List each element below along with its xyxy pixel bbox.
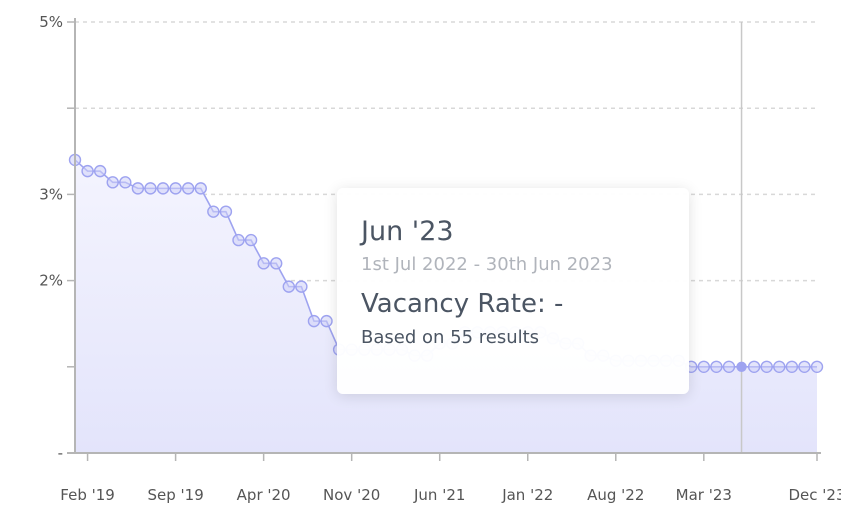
data-point[interactable]: [736, 361, 747, 372]
x-tick-label: Jun '21: [413, 486, 465, 504]
tooltip-period: 1st Jul 2022 - 30th Jun 2023: [361, 254, 613, 275]
y-tick-label: 3%: [39, 185, 63, 203]
data-point[interactable]: [156, 182, 170, 195]
data-point[interactable]: [798, 360, 811, 373]
data-point[interactable]: [760, 360, 773, 373]
data-point[interactable]: [320, 314, 333, 328]
data-point[interactable]: [710, 360, 723, 373]
tooltip-metric: Vacancy Rate: -: [361, 289, 564, 319]
x-tick-label: Sep '19: [147, 486, 203, 504]
data-point[interactable]: [219, 205, 233, 218]
data-point[interactable]: [257, 257, 270, 270]
data-point[interactable]: [810, 360, 824, 373]
data-point[interactable]: [270, 257, 283, 270]
y-tick-label: -: [58, 444, 63, 462]
axes: [67, 18, 821, 461]
data-point[interactable]: [773, 360, 786, 373]
y-axis-labels: - 2% 3% 5%: [39, 13, 63, 462]
data-point[interactable]: [697, 360, 711, 373]
data-point[interactable]: [722, 360, 736, 373]
data-point[interactable]: [232, 233, 245, 247]
data-point[interactable]: [93, 164, 107, 178]
data-point[interactable]: [194, 182, 207, 195]
tooltip-note: Based on 55 results: [361, 327, 540, 348]
data-point[interactable]: [785, 360, 799, 373]
x-axis-labels: Feb '19 Sep '19 Apr '20 Nov '20 Jun '21 Jan '…: [60, 486, 841, 504]
data-point[interactable]: [144, 182, 157, 195]
y-tick-label: 2%: [39, 272, 63, 290]
data-point[interactable]: [81, 164, 94, 178]
tooltip-title: Jun '23: [361, 216, 454, 247]
data-point[interactable]: [244, 233, 258, 247]
x-tick-label: Feb '19: [60, 486, 115, 504]
data-point[interactable]: [181, 182, 195, 195]
x-tick-label: Mar '23: [676, 486, 732, 504]
data-point[interactable]: [307, 314, 321, 328]
data-point[interactable]: [169, 182, 182, 195]
data-point[interactable]: [295, 280, 308, 293]
data-point[interactable]: [282, 280, 295, 293]
x-tick-label: Jan '22: [501, 486, 553, 504]
data-point[interactable]: [119, 176, 132, 189]
x-tick-label: Apr '20: [237, 486, 291, 504]
tooltip: Jun '23 1st Jul 2022 - 30th Jun 2023 Vac…: [337, 188, 689, 394]
x-tick-label: Dec '23: [788, 486, 841, 504]
data-point[interactable]: [747, 360, 761, 373]
data-point[interactable]: [131, 182, 145, 195]
y-tick-label: 5%: [39, 13, 63, 31]
x-tick-label: Aug '22: [587, 486, 644, 504]
x-tick-label: Nov '20: [323, 486, 380, 504]
data-point[interactable]: [207, 205, 220, 218]
data-point[interactable]: [106, 176, 119, 189]
